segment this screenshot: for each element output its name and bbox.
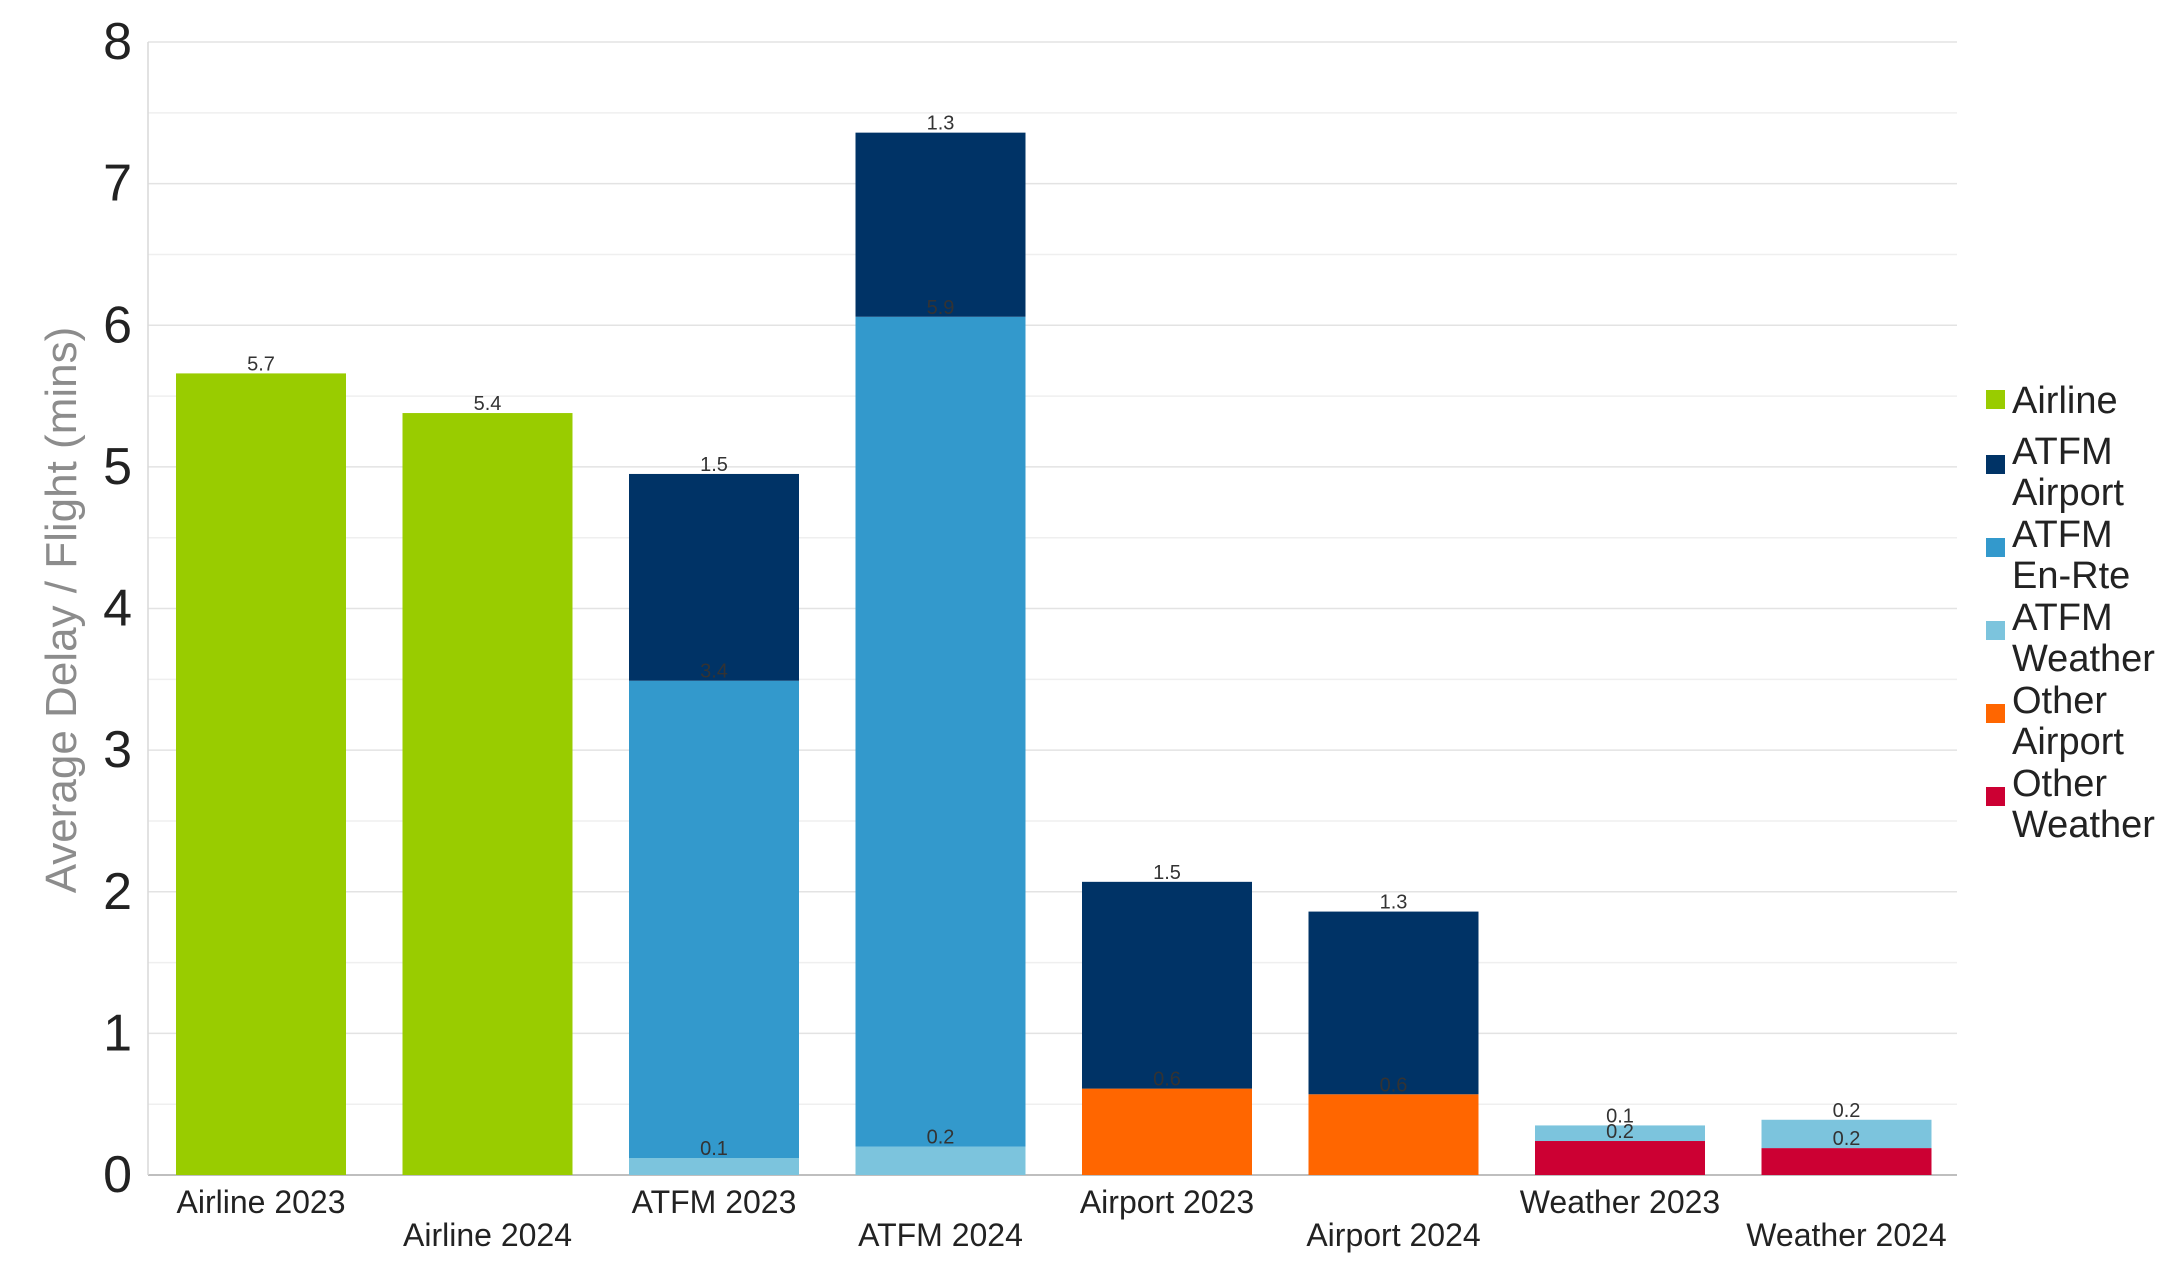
bar-segment [176,373,346,1176]
bar-segment [1082,1088,1252,1175]
data-label: 0.2 [927,1127,955,1149]
bar-segment [1535,1141,1705,1175]
legend-label: Weather [2012,804,2155,846]
y-tick-label: 0 [103,1146,132,1204]
y-axis-label: Average Delay / Flight (mins) [37,327,86,894]
y-tick-label: 1 [103,1004,132,1062]
legend-swatch [1986,538,2005,557]
category-label: Weather 2023 [1520,1184,1720,1220]
data-label: 1.5 [1153,862,1181,884]
bar-segment [1761,1148,1932,1175]
y-tick-label: 8 [103,13,132,71]
legend-label: Other [2012,763,2107,805]
legend-label: ATFM [2012,597,2113,639]
data-labels: 5.75.40.13.41.50.25.91.30.61.50.61.30.20… [247,113,1860,1160]
bar-segment [1082,881,1252,1089]
category-label: Airport 2024 [1306,1217,1480,1253]
bar-segment [1308,1094,1479,1175]
legend-swatch [1986,704,2005,723]
data-label: 0.2 [1833,1100,1861,1122]
legend-label: Airline [2012,380,2118,422]
bar-segment [1535,1125,1705,1142]
data-label: 0.2 [1833,1128,1861,1150]
data-label: 0.2 [1606,1121,1634,1143]
legend-swatch [1986,390,2005,409]
y-tick-label: 2 [103,863,132,921]
bar-segment [1761,1119,1932,1149]
legend-swatch [1986,455,2005,474]
legend-label: Other [2012,680,2107,722]
data-label: 3.4 [700,661,728,683]
data-label: 0.1 [700,1138,728,1160]
data-label: 1.3 [1380,892,1408,914]
bar-segment [855,132,1026,317]
legend-label: Airport [2012,472,2124,514]
bar-segment [629,1158,799,1175]
data-label: 0.6 [1380,1074,1408,1096]
bar-segment [855,1146,1026,1175]
data-label: 1.5 [700,454,728,476]
bar-segment [629,473,799,681]
data-label: 1.3 [927,113,955,135]
category-label: Weather 2024 [1746,1217,1946,1253]
legend-label: Airport [2012,721,2124,763]
data-label: 5.9 [927,297,955,319]
y-tick-labels: 0 1 2 3 4 5 6 7 8 [103,13,132,1204]
bar-segment [1308,911,1479,1095]
y-tick-label: 4 [103,580,132,638]
bars [176,132,1932,1176]
category-label: Airport 2023 [1080,1184,1254,1220]
y-tick-label: 5 [103,438,132,496]
y-tick-label: 3 [103,721,132,779]
y-tick-label: 7 [103,155,132,213]
legend-label: ATFM [2012,514,2113,556]
y-tick-label: 6 [103,296,132,354]
legend-label: Weather [2012,638,2155,680]
data-label: 0.1 [1606,1105,1634,1127]
legend-swatch [1986,621,2005,640]
data-label: 0.6 [1153,1069,1181,1091]
category-label: Airline 2024 [403,1217,572,1253]
data-label: 5.7 [247,353,275,375]
legend-label: En-Rte [2012,555,2130,597]
legend-label: ATFM [2012,431,2113,473]
category-label: Airline 2023 [177,1184,346,1220]
category-labels: Airline 2023 Airline 2024 ATFM 2023 ATFM 20… [177,1184,1947,1253]
bar-segment [629,680,799,1159]
legend-swatch [1986,787,2005,806]
category-label: ATFM 2023 [632,1184,797,1220]
bar-segment [855,316,1026,1147]
legend: AirlineATFMAirportATFMEn-RteATFMWeatherO… [1986,380,2155,846]
bar-segment [402,413,573,1175]
data-label: 5.4 [474,393,502,415]
category-label: ATFM 2024 [858,1217,1023,1253]
